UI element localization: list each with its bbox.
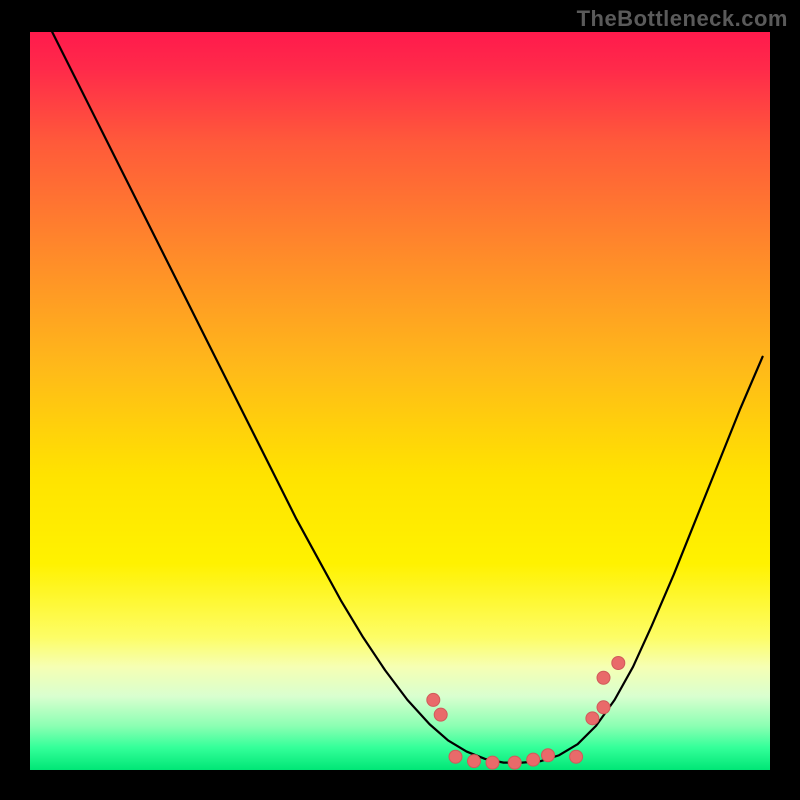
data-marker [508, 756, 521, 769]
data-marker [597, 671, 610, 684]
data-marker [527, 753, 540, 766]
data-marker [586, 712, 599, 725]
data-marker [612, 656, 625, 669]
bottleneck-curve-chart [0, 0, 800, 800]
data-marker [468, 755, 481, 768]
data-marker [434, 708, 447, 721]
plot-background [30, 32, 770, 770]
chart-frame: TheBottleneck.com [0, 0, 800, 800]
data-marker [486, 756, 499, 769]
data-marker [427, 693, 440, 706]
data-marker [542, 749, 555, 762]
data-marker [449, 750, 462, 763]
data-marker [570, 750, 583, 763]
data-marker [597, 701, 610, 714]
